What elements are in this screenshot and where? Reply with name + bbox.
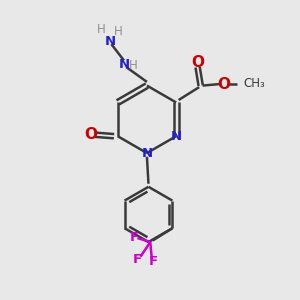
Text: N: N bbox=[171, 130, 182, 143]
Text: CH₃: CH₃ bbox=[243, 77, 265, 90]
Text: H: H bbox=[97, 23, 106, 36]
Text: O: O bbox=[191, 55, 204, 70]
Text: H: H bbox=[114, 25, 123, 38]
Text: O: O bbox=[85, 127, 98, 142]
Text: N: N bbox=[105, 34, 116, 48]
Text: N: N bbox=[141, 147, 152, 160]
Text: H: H bbox=[129, 59, 138, 72]
Text: F: F bbox=[133, 253, 142, 266]
Text: N: N bbox=[118, 58, 130, 70]
Text: O: O bbox=[217, 76, 230, 92]
Text: F: F bbox=[130, 231, 139, 244]
Text: F: F bbox=[149, 256, 158, 268]
